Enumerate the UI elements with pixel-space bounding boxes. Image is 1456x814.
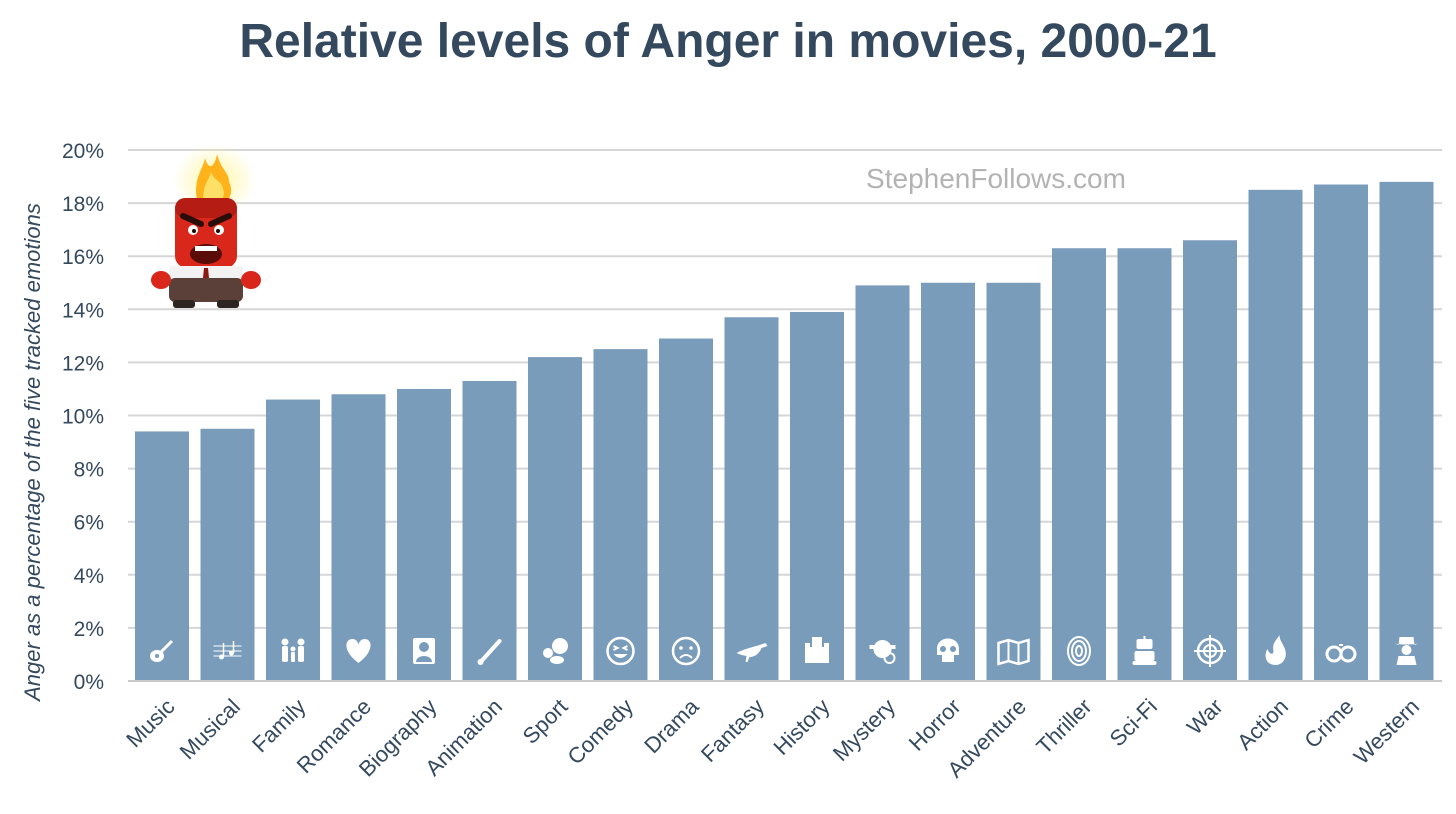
x-tick-label: Drama	[639, 693, 704, 758]
x-tick-label: Thriller	[1031, 694, 1096, 759]
x-tick-label: War	[1182, 694, 1228, 740]
bar-mystery	[855, 285, 910, 681]
detective-icon	[869, 640, 896, 664]
family-icon	[281, 638, 305, 662]
y-tick-label: 14%	[62, 299, 104, 322]
bar-horror	[921, 282, 975, 681]
bar-animation	[462, 380, 517, 681]
bar-biography	[397, 388, 451, 681]
bar-western	[1379, 181, 1434, 682]
y-axis-ticks: 0% 2% 4% 6% 8% 10% 12% 14% 16% 18% 20%	[62, 140, 104, 694]
heart-icon	[346, 639, 371, 663]
bar-fantasy	[724, 317, 779, 681]
y-axis-title: Anger as a percentage of the five tracke…	[20, 203, 45, 703]
castle-icon	[805, 637, 829, 663]
x-tick-label: Action	[1232, 694, 1293, 755]
fingerprint-icon	[1067, 636, 1091, 666]
x-tick-label: Music	[121, 694, 179, 752]
cowboy-icon	[1393, 637, 1420, 665]
x-tick-label: Sport	[518, 694, 573, 749]
watermark: StephenFollows.com	[866, 163, 1126, 194]
bar-history	[790, 311, 844, 681]
y-tick-label: 18%	[62, 193, 104, 216]
x-tick-label: Sci-Fi	[1105, 694, 1162, 751]
bar-thriller	[1052, 248, 1106, 682]
bar-sport	[528, 357, 582, 681]
bar-musical	[200, 428, 255, 681]
y-tick-label: 6%	[74, 512, 104, 535]
grid-lines	[128, 149, 1442, 629]
anger-character-image	[151, 144, 261, 308]
chart-title: Relative levels of Anger in movies, 2000…	[239, 15, 1217, 68]
sad-face-icon	[671, 636, 701, 666]
bar-adventure	[986, 282, 1041, 681]
x-tick-label: Family	[247, 694, 310, 757]
bar-sci-fi	[1117, 248, 1172, 682]
guitar-icon	[150, 639, 174, 662]
x-tick-label: Fantasy	[696, 694, 769, 767]
x-tick-label: Horror	[904, 694, 966, 756]
bar-romance	[331, 394, 386, 681]
bar-comedy	[593, 349, 648, 681]
handcuffs-icon	[1325, 644, 1357, 663]
sports-balls-icon	[543, 638, 568, 664]
x-tick-label: Comedy	[562, 694, 638, 770]
dinosaur-icon	[736, 643, 768, 662]
bar-drama	[659, 338, 713, 681]
y-tick-label: 0%	[74, 671, 104, 694]
map-icon	[997, 638, 1030, 666]
x-tick-label: Western	[1349, 694, 1424, 769]
person-portrait-icon	[413, 638, 435, 664]
bar-music	[135, 431, 189, 681]
y-tick-label: 10%	[62, 406, 104, 429]
bars	[135, 181, 1434, 682]
y-tick-label: 4%	[74, 565, 104, 588]
fire-icon	[1265, 635, 1286, 665]
skull-icon	[937, 638, 959, 662]
bar-icons	[150, 635, 1420, 667]
bar-war	[1183, 240, 1237, 681]
y-tick-label: 2%	[74, 618, 104, 641]
paintbrush-icon	[477, 639, 502, 665]
robot-icon	[1132, 636, 1157, 665]
y-tick-label: 20%	[62, 140, 104, 163]
y-tick-label: 8%	[74, 459, 104, 482]
crosshair-icon	[1194, 635, 1226, 667]
y-tick-label: 16%	[62, 246, 104, 269]
music-notes-icon	[213, 641, 242, 660]
x-tick-label: History	[768, 694, 834, 760]
x-tick-label: Mystery	[828, 694, 900, 766]
bar-family	[266, 399, 320, 681]
bar-crime	[1314, 184, 1368, 681]
laughing-face-icon	[606, 636, 635, 666]
x-tick-label: Musical	[175, 694, 245, 764]
bar-action	[1248, 189, 1303, 681]
y-tick-label: 12%	[62, 352, 104, 375]
x-tick-label: Crime	[1299, 694, 1358, 753]
